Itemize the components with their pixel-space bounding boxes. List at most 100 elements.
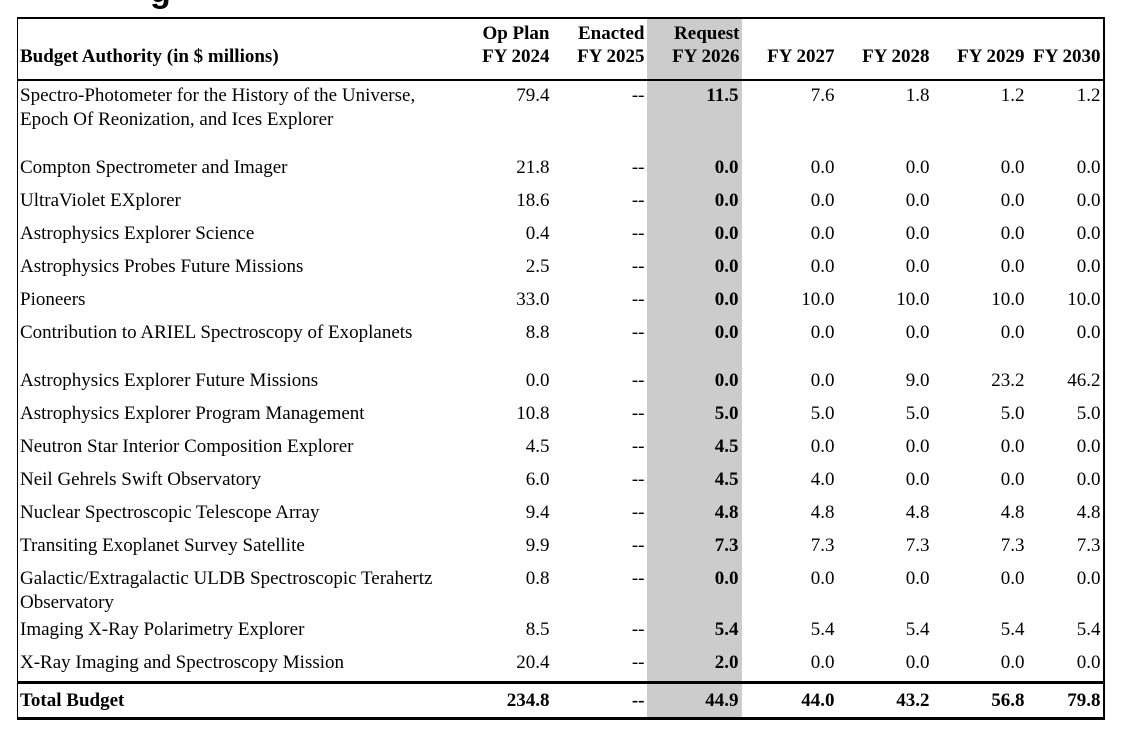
row-label-header: Budget Authority (in $ millions) [17, 17, 457, 81]
value-cell-fy2030: 0.0 [1026, 318, 1105, 366]
value-cell-fy2029: 5.4 [1000, 619, 1025, 640]
value-cell-fy2026: 5.0 [646, 399, 742, 432]
value-cell-fy2027: 4.8 [810, 502, 835, 523]
value-cell-fy2029: 0.0 [1000, 469, 1025, 490]
value-cell-fy2025: -- [631, 502, 645, 523]
total-fy2024: 234.8 [456, 681, 552, 720]
program-name-cell: UltraViolet EXplorer [17, 186, 457, 219]
value-cell-fy2027: 4.0 [810, 469, 835, 490]
program-name-cell: Neutron Star Interior Composition Explor… [17, 432, 457, 465]
value-cell-fy2026: 2.0 [646, 648, 742, 683]
value-cell-fy2028: 0.0 [905, 256, 930, 277]
value-cell-fy2027: 0.0 [810, 223, 835, 244]
program-name-cell: Pioneers [17, 285, 457, 318]
value-cell-fy2025: -- [631, 157, 645, 178]
value-cell-fy2027: 0.0 [810, 157, 835, 178]
value-cell-fy2028: 0.0 [905, 223, 930, 244]
value-cell-fy2028: 0.0 [905, 190, 930, 211]
value-cell-fy2027: 0.0 [810, 568, 835, 589]
value-cell-fy2028: 0.0 [905, 568, 930, 589]
value-cell-fy2029: 23.2 [991, 370, 1025, 391]
budget-table: Budget Authority (in $ millions) Op Plan… [17, 17, 1105, 720]
value-cell-fy2028: 7.3 [905, 535, 930, 556]
program-name-cell: X-Ray Imaging and Spectroscopy Mission [17, 648, 457, 683]
value-cell-fy2030: 0.0 [1026, 432, 1105, 465]
value-cell-fy2024: 9.9 [525, 535, 550, 556]
total-fy2030: 79.8 [1026, 681, 1105, 720]
value-cell-fy2027: 5.0 [810, 403, 835, 424]
table-body: Spectro-Photometer for the History of th… [17, 80, 1105, 683]
table-row: Astrophysics Probes Future Missions 2.5 --… [17, 252, 1105, 285]
value-cell-fy2027: 0.0 [810, 256, 835, 277]
value-cell-fy2030: 46.2 [1026, 366, 1105, 399]
value-cell-fy2025: -- [631, 436, 645, 457]
value-cell-fy2026: 0.0 [646, 186, 742, 219]
table-row: Transiting Exoplanet Survey Satellite 9.9… [17, 531, 1105, 564]
value-cell-fy2027: 0.0 [810, 370, 835, 391]
value-cell-fy2028: 10.0 [896, 289, 930, 310]
total-fy2029: 56.8 [931, 681, 1027, 720]
value-cell-fy2027: 0.0 [810, 322, 835, 343]
value-cell-fy2026: 11.5 [646, 80, 742, 153]
total-row: Total Budget 234.8 -- 44.9 44.0 43.2 56.… [17, 681, 1105, 720]
value-cell-fy2029: 0.0 [1000, 436, 1025, 457]
value-cell-fy2030: 0.0 [1026, 219, 1105, 252]
program-name-cell: Contribution to ARIEL Spectroscopy of Ex… [17, 318, 457, 366]
value-cell-fy2029: 5.0 [1000, 403, 1025, 424]
value-cell-fy2030: 0.0 [1026, 564, 1105, 615]
value-cell-fy2029: 0.0 [1000, 223, 1025, 244]
value-cell-fy2030: 0.0 [1026, 153, 1105, 186]
total-label: Total Budget [17, 681, 457, 720]
value-cell-fy2029: 4.8 [1000, 502, 1025, 523]
program-name-cell: Neil Gehrels Swift Observatory [17, 465, 457, 498]
value-cell-fy2029: 0.0 [1000, 568, 1025, 589]
value-cell-fy2028: 0.0 [905, 469, 930, 490]
total-fy2025: -- [551, 681, 647, 720]
value-cell-fy2027: 7.3 [810, 535, 835, 556]
column-header-fy2029: FY 2029 [931, 17, 1027, 81]
value-cell-fy2030: 4.8 [1026, 498, 1105, 531]
value-cell-fy2029: 0.0 [1000, 190, 1025, 211]
value-cell-fy2029: 0.0 [1000, 157, 1025, 178]
value-cell-fy2025: -- [631, 403, 645, 424]
value-cell-fy2024: 20.4 [516, 652, 550, 673]
value-cell-fy2025: -- [631, 223, 645, 244]
value-cell-fy2030: 0.0 [1026, 186, 1105, 219]
value-cell-fy2028: 4.8 [905, 502, 930, 523]
column-header-fy2027: FY 2027 [741, 17, 837, 81]
column-header-fy2024: Op Plan FY 2024 [456, 17, 552, 81]
value-cell-fy2024: 21.8 [516, 157, 550, 178]
program-name-cell: Astrophysics Probes Future Missions [17, 252, 457, 285]
value-cell-fy2026: 4.5 [646, 432, 742, 465]
value-cell-fy2030: 10.0 [1026, 285, 1105, 318]
table-row: Astrophysics Explorer Future Missions 0.0… [17, 366, 1105, 399]
value-cell-fy2030: 5.0 [1026, 399, 1105, 432]
value-cell-fy2024: 10.8 [516, 403, 550, 424]
value-cell-fy2027: 0.0 [810, 190, 835, 211]
program-name-cell: Compton Spectrometer and Imager [17, 153, 457, 186]
program-name-cell: Astrophysics Explorer Program Management [17, 399, 457, 432]
value-cell-fy2026: 0.0 [646, 285, 742, 318]
value-cell-fy2024: 0.8 [525, 568, 550, 589]
column-header-fy2025: Enacted FY 2025 [551, 17, 647, 81]
value-cell-fy2025: -- [631, 370, 645, 391]
table-row: Spectro-Photometer for the History of th… [17, 80, 1105, 153]
value-cell-fy2026: 4.8 [646, 498, 742, 531]
program-name-cell: Nuclear Spectroscopic Telescope Array [17, 498, 457, 531]
value-cell-fy2028: 0.0 [905, 157, 930, 178]
value-cell-fy2024: 4.5 [525, 436, 550, 457]
value-cell-fy2028: 5.0 [905, 403, 930, 424]
value-cell-fy2030: 5.4 [1026, 615, 1105, 648]
value-cell-fy2024: 8.8 [525, 322, 550, 343]
value-cell-fy2026: 0.0 [646, 564, 742, 615]
table-row: Astrophysics Explorer Science 0.4 -- 0.0 0.0… [17, 219, 1105, 252]
value-cell-fy2026: 4.5 [646, 465, 742, 498]
value-cell-fy2030: 0.0 [1026, 648, 1105, 683]
value-cell-fy2024: 9.4 [525, 502, 550, 523]
value-cell-fy2027: 0.0 [810, 652, 835, 673]
column-header-fy2030: FY 2030 [1026, 17, 1105, 81]
value-cell-fy2024: 0.0 [525, 370, 550, 391]
program-name-cell: Imaging X-Ray Polarimetry Explorer [17, 615, 457, 648]
table-header: Budget Authority (in $ millions) Op Plan… [17, 17, 1105, 81]
value-cell-fy2028: 0.0 [905, 436, 930, 457]
